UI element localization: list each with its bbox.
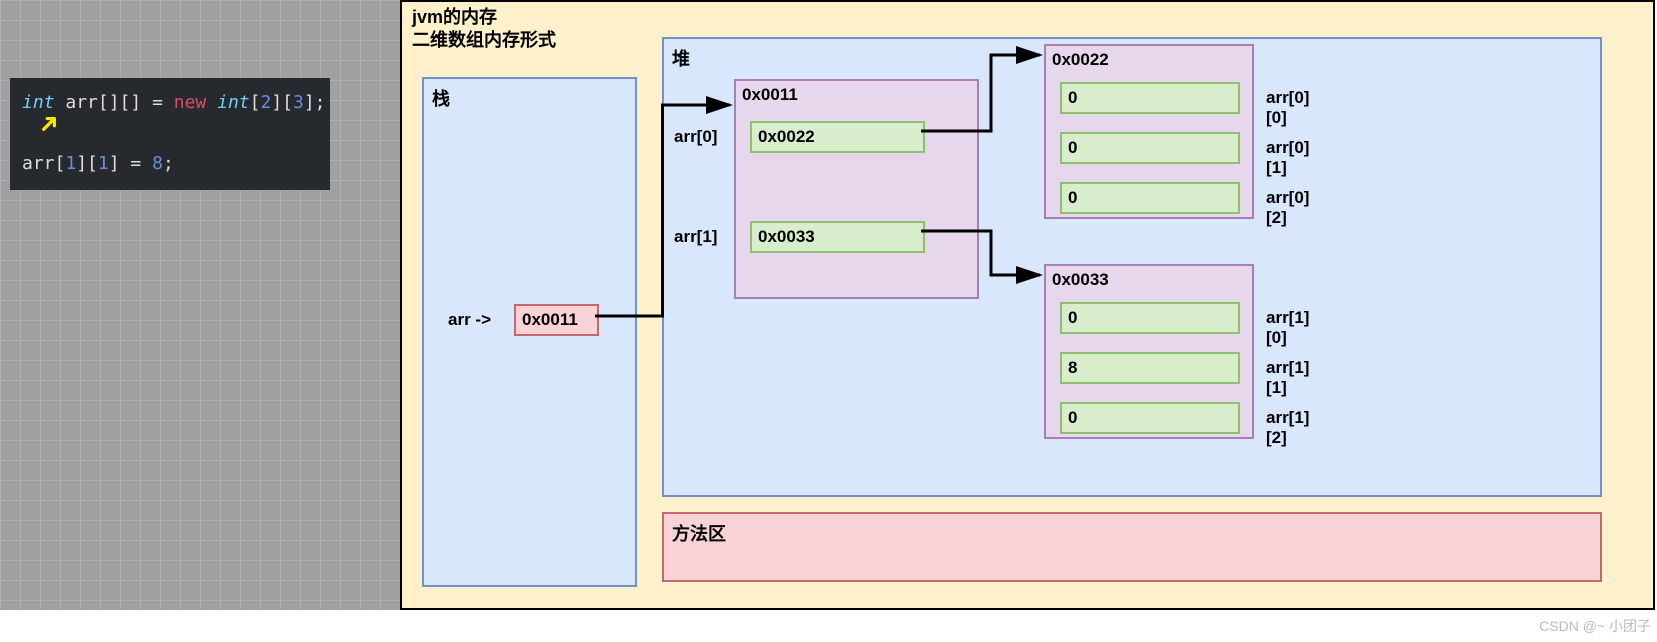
jvm-memory-region: jvm的内存 二维数组内存形式 栈 arr -> 0x0011 堆 0x0011… (400, 0, 1655, 610)
inner0-cell-2: 0 (1060, 182, 1240, 214)
inner1-cell-2: 0 (1060, 402, 1240, 434)
inner1-cell-0: 0 (1060, 302, 1240, 334)
heap-inner-array-1: 0x0033 0arr[1][0]8arr[1][1]0arr[1][2] (1044, 264, 1254, 439)
method-area-region: 方法区 (662, 512, 1602, 582)
inner0-cell-label-1: arr[0][1] (1266, 138, 1309, 178)
inner0-cell-label-0: arr[0][0] (1266, 88, 1309, 128)
stack-region: 栈 arr -> 0x0011 (422, 77, 637, 587)
heap-inner-array-0: 0x0022 0arr[0][0]0arr[0][1]0arr[0][2] (1044, 44, 1254, 219)
code-snippet: int arr[][] = new int[2][3]; arr[1][1] =… (10, 78, 330, 190)
stack-cell-arr: 0x0011 (514, 304, 599, 336)
outer-cell-1: 0x0033 (750, 221, 925, 253)
heap-title: 堆 (672, 45, 690, 71)
inner1-cell-label-0: arr[1][0] (1266, 308, 1309, 348)
method-area-title: 方法区 (672, 520, 726, 546)
stack-title: 栈 (432, 85, 450, 111)
heap-outer-array: 0x0011 0x0022arr[0]0x0033arr[1] (734, 79, 979, 299)
inner1-cell-label-1: arr[1][1] (1266, 358, 1309, 398)
outer-addr: 0x0011 (742, 85, 798, 105)
inner0-cell-1: 0 (1060, 132, 1240, 164)
outer-cell-0: 0x0022 (750, 121, 925, 153)
inner1-cell-label-2: arr[1][2] (1266, 408, 1309, 448)
inner0-addr: 0x0022 (1052, 50, 1109, 70)
inner0-cell-0: 0 (1060, 82, 1240, 114)
stack-var-label: arr -> (448, 310, 491, 330)
inner1-cell-1: 8 (1060, 352, 1240, 384)
jvm-title: jvm的内存 二维数组内存形式 (412, 6, 556, 53)
watermark: CSDN @~ 小团子 (1539, 616, 1651, 636)
inner1-addr: 0x0033 (1052, 270, 1109, 290)
outer-cell-label-1: arr[1] (674, 227, 717, 247)
inner0-cell-label-2: arr[0][2] (1266, 188, 1309, 228)
heap-region: 堆 0x0011 0x0022arr[0]0x0033arr[1] 0x0022… (662, 37, 1602, 497)
outer-cell-label-0: arr[0] (674, 127, 717, 147)
